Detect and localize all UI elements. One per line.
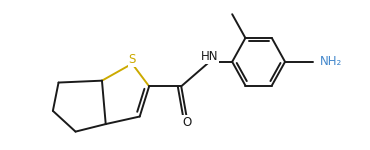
Text: S: S xyxy=(128,53,136,66)
Text: NH₂: NH₂ xyxy=(320,55,342,68)
Text: HN: HN xyxy=(201,50,218,63)
Text: O: O xyxy=(182,116,192,129)
